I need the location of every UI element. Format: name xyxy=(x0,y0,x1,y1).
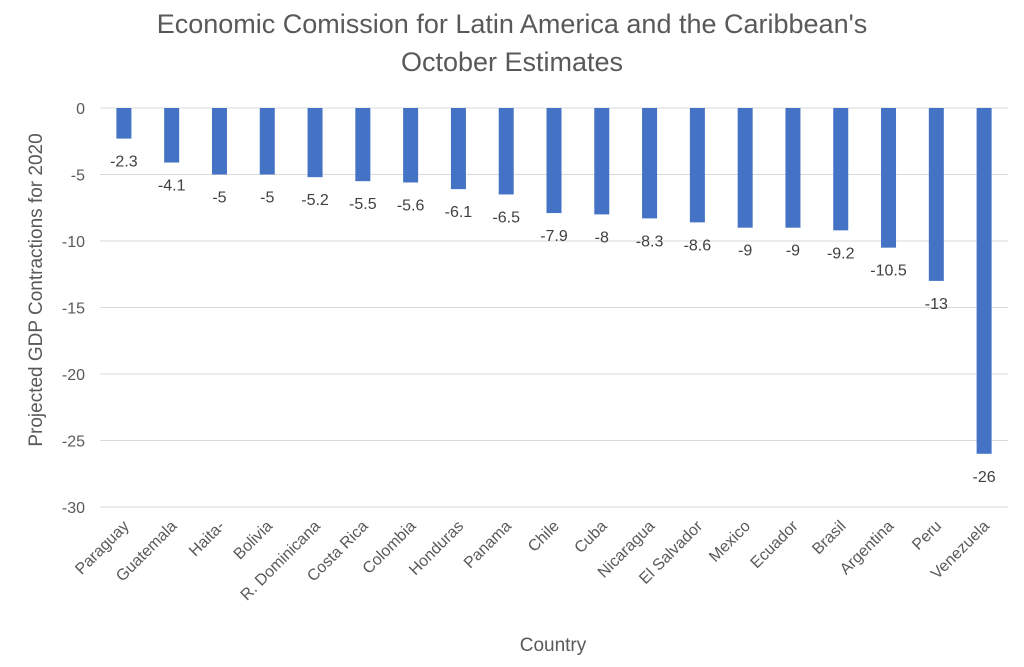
x-tick-label: Peru xyxy=(909,518,945,554)
y-tick-label: -5 xyxy=(71,168,85,185)
data-label: -8.6 xyxy=(684,237,712,254)
bar xyxy=(355,108,371,182)
bar xyxy=(737,108,753,228)
data-label: -26 xyxy=(973,469,996,486)
y-tick-label: -25 xyxy=(62,434,85,451)
bar xyxy=(116,108,132,139)
data-label: -6.5 xyxy=(492,209,520,226)
x-tick-label: Haita- xyxy=(186,518,228,560)
chart-title-line-2: October Estimates xyxy=(400,47,624,77)
bars xyxy=(116,108,992,454)
y-tick-label: -20 xyxy=(62,367,85,384)
y-tick-label: 0 xyxy=(76,101,85,118)
bar xyxy=(546,108,562,214)
bar xyxy=(689,108,705,223)
data-label: -6.1 xyxy=(445,204,473,221)
data-label: -2.3 xyxy=(110,154,138,171)
data-label: -5.6 xyxy=(397,197,425,214)
bar xyxy=(164,108,180,163)
y-tick-label: -10 xyxy=(62,234,85,251)
x-tick-label: Brasil xyxy=(809,518,849,558)
data-label: -9 xyxy=(738,243,752,260)
x-tick-label: Cuba xyxy=(572,518,611,557)
bar xyxy=(642,108,658,219)
chart-title-line-1: Economic Comission for Latin America and… xyxy=(156,9,868,39)
y-tick-label: -30 xyxy=(62,500,85,517)
x-tick-label: Bolivia xyxy=(231,518,276,563)
x-tick-label: Mexico xyxy=(706,518,754,566)
bar xyxy=(881,108,897,248)
data-label: -8.3 xyxy=(636,233,664,250)
data-label: -5 xyxy=(212,190,226,207)
bar xyxy=(403,108,419,183)
data-label: -5.5 xyxy=(349,196,377,213)
bar xyxy=(450,108,466,190)
bar xyxy=(594,108,610,215)
gridlines xyxy=(100,107,1008,508)
x-tick-label: Panama xyxy=(461,518,515,572)
data-label: -9 xyxy=(786,243,800,260)
bar xyxy=(307,108,323,178)
data-label: -7.9 xyxy=(540,228,568,245)
bar xyxy=(928,108,944,281)
bar xyxy=(211,108,227,175)
data-labels: -2.3 -4.1 -5 -5 -5.2 -5.5 -5.6 -6.1 -6.5 -7.9 -8 -8… xyxy=(110,154,996,486)
bar xyxy=(785,108,801,228)
y-axis-title: Projected GDP Contractions for 2020 xyxy=(26,133,47,446)
data-label: -4.1 xyxy=(158,178,186,195)
bar xyxy=(259,108,275,175)
data-label: -5.2 xyxy=(301,192,329,209)
bar xyxy=(976,108,992,454)
data-label: -8 xyxy=(595,229,609,246)
x-tick-label: Chile xyxy=(525,518,563,556)
bar xyxy=(498,108,514,195)
x-axis-title: Country xyxy=(520,635,587,656)
data-label: -9.2 xyxy=(827,245,855,262)
data-label: -13 xyxy=(925,296,948,313)
y-tick-label: -15 xyxy=(62,301,85,318)
y-axis-tick-labels: 0 -5 -10 -15 -20 -25 -30 xyxy=(62,101,85,517)
bar xyxy=(833,108,849,231)
data-label: -5 xyxy=(260,190,274,207)
x-tick-label: Ecuador xyxy=(748,517,803,572)
data-label: -10.5 xyxy=(870,263,907,280)
